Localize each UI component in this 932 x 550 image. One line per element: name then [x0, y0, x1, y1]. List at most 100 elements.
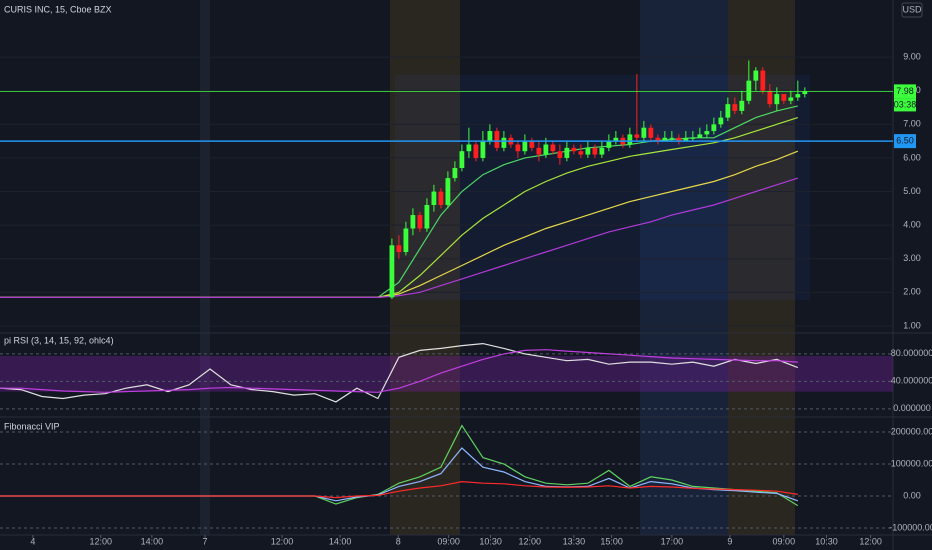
session-shade [200, 0, 210, 535]
candle-body [599, 147, 605, 155]
x-tick-label: 7 [203, 536, 208, 546]
candle-body [634, 134, 640, 138]
y-tick-label: -100000.00 [889, 522, 932, 532]
candle-body [452, 168, 458, 179]
moving-average [0, 177, 798, 298]
candle-body [424, 204, 430, 229]
candle-body [438, 191, 444, 205]
x-tick-label: 12:00 [519, 536, 542, 546]
y-tick-label: 3.00 [903, 253, 921, 263]
candle-body [711, 124, 717, 132]
pane-title: Fibonacci VIP [4, 421, 60, 431]
indicator-line [0, 480, 798, 499]
candle-body [396, 245, 402, 253]
candle-body [564, 147, 570, 158]
candle-body [501, 137, 507, 148]
candle-body [648, 127, 654, 138]
candle-body [662, 137, 668, 142]
candle-body [571, 147, 577, 152]
x-tick-label: 09:00 [437, 536, 460, 546]
indicator-line [0, 349, 798, 393]
candle-body [718, 117, 724, 125]
countdown: 03:38 [894, 99, 917, 109]
y-tick-label: 0.000000 [893, 403, 931, 413]
y-tick-label: 0.00 [903, 490, 921, 500]
x-tick-label: 12:00 [859, 536, 882, 546]
candle-body [431, 191, 437, 205]
candle-body [697, 134, 703, 138]
range-box [395, 75, 810, 300]
candle-body [445, 178, 451, 205]
candle-body [417, 215, 423, 229]
candle-body [767, 90, 773, 105]
candle-body [543, 144, 549, 155]
candle-body [480, 141, 486, 158]
candle-body [641, 127, 647, 138]
pane-title: pi RSI (3, 14, 15, 92, ohlc4) [4, 335, 114, 345]
x-tick-label: 09:00 [773, 536, 796, 546]
candle-body [466, 144, 472, 152]
candle-body [760, 70, 766, 91]
candle-body [774, 94, 780, 105]
currency-box [901, 2, 923, 18]
x-tick-label: 15:00 [600, 536, 623, 546]
y-tick-label: 80.000000 [891, 348, 932, 358]
countdown-box [894, 98, 916, 112]
candle-body [669, 137, 675, 139]
x-tick-label: 13:30 [563, 536, 586, 546]
y-tick-label: 1.00 [903, 320, 921, 330]
candle-body [592, 147, 598, 155]
price-label: 6.50 [896, 136, 914, 146]
candle-body [802, 91, 808, 95]
price-label-box [894, 134, 916, 149]
x-tick-label: 10:30 [815, 536, 838, 546]
indicator-line [0, 342, 799, 403]
candle-body [676, 137, 682, 142]
y-tick-label: 7.00 [903, 119, 921, 129]
currency: USD [902, 4, 922, 14]
candle-body [655, 137, 661, 142]
x-tick-label: 12:00 [271, 536, 294, 546]
candle-body [739, 100, 745, 111]
session-shade [640, 0, 728, 535]
candle-body [522, 141, 528, 152]
candle-body [627, 134, 633, 145]
candle-body [704, 131, 710, 135]
x-tick-label: 9 [727, 536, 732, 546]
candle-body [788, 97, 794, 101]
candle-body [515, 144, 521, 152]
candle-body [529, 141, 535, 148]
candle-body [403, 228, 409, 253]
y-tick-label: 5.00 [903, 186, 921, 196]
candle-body [410, 215, 416, 229]
chart-title: CURIS INC, 15, Cboe BZX [4, 4, 112, 14]
x-tick-label: 14:00 [329, 536, 352, 546]
candle-body [578, 151, 584, 155]
y-tick-label: 9.00 [903, 52, 921, 62]
x-tick-label: 8 [396, 536, 401, 546]
price-label-box [894, 84, 916, 99]
candle-body [613, 137, 619, 142]
y-tick-label: 6.00 [903, 152, 921, 162]
y-tick-label: 200000.00 [891, 426, 932, 436]
x-tick-label: 4 [30, 536, 35, 546]
candle-body [557, 151, 563, 158]
candle-body [732, 104, 738, 111]
session-shade [390, 0, 460, 535]
candle-body [536, 147, 542, 155]
candle-body [585, 147, 591, 155]
candle-body [781, 94, 787, 101]
x-tick-label: 10:30 [479, 536, 502, 546]
candle-body [487, 131, 493, 142]
y-tick-label: 4.00 [903, 220, 921, 230]
candle-body [795, 94, 801, 98]
candle-body [550, 144, 556, 152]
candle-body [690, 137, 696, 139]
candle-body [725, 104, 731, 118]
x-tick-label: 17:00 [661, 536, 684, 546]
y-tick-label: 2.00 [903, 287, 921, 297]
candle-body [459, 151, 465, 169]
candle-body [606, 141, 612, 148]
